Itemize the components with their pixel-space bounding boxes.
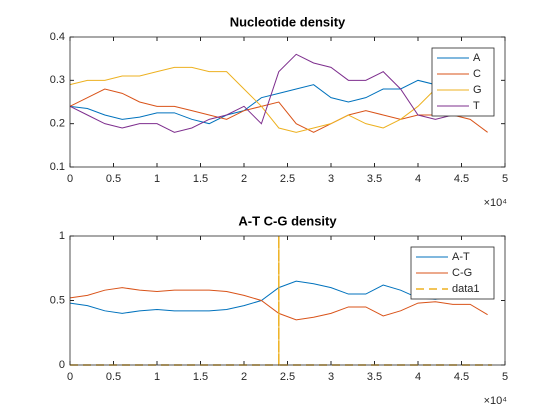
- line-series: [69, 53, 488, 133]
- x-multiplier: ×10⁴: [484, 395, 508, 407]
- axes-box: [69, 235, 506, 366]
- x-tick-label: 0.5: [106, 173, 121, 185]
- x-tick-label: 3: [328, 173, 334, 185]
- y-tick-label: 0.3: [50, 74, 65, 86]
- x-tick-label: 0: [67, 371, 73, 383]
- x-tick-label: 1: [154, 371, 160, 383]
- x-tick-label: 4: [415, 173, 421, 185]
- legend-label: A: [473, 52, 481, 64]
- x-tick-label: 3.5: [367, 173, 382, 185]
- legend-label: C: [473, 68, 481, 80]
- legend-label: T: [473, 100, 480, 112]
- x-tick-label: 0: [67, 173, 73, 185]
- y-tick-label: 0.1: [50, 161, 65, 173]
- x-tick-label: 1: [154, 173, 160, 185]
- x-tick-label: 1.5: [193, 173, 208, 185]
- y-tick-label: 0.2: [50, 118, 65, 130]
- y-tick-label: 0.4: [50, 31, 65, 43]
- x-tick-label: 0.5: [106, 371, 121, 383]
- x-tick-label: 2: [241, 173, 247, 185]
- x-tick-label: 3.5: [367, 371, 382, 383]
- legend-label: data1: [452, 283, 480, 295]
- x-tick-label: 2: [241, 371, 247, 383]
- x-tick-label: 5: [502, 173, 508, 185]
- x-tick-label: 2.5: [280, 173, 295, 185]
- axes-box: [69, 36, 506, 168]
- legend: [431, 47, 495, 117]
- x-tick-label: 4.5: [454, 371, 469, 383]
- line-series: [69, 66, 488, 133]
- x-tick-label: 3: [328, 371, 334, 383]
- x-tick-label: 4.5: [454, 173, 469, 185]
- chart-title: A-T C-G density: [238, 213, 337, 228]
- legend-label: A-T: [452, 251, 470, 263]
- y-tick-label: 0.5: [50, 294, 65, 306]
- x-multiplier: ×10⁴: [484, 197, 508, 209]
- y-tick-label: 1: [59, 230, 65, 242]
- legend-label: C-G: [452, 267, 472, 279]
- x-tick-label: 5: [502, 371, 508, 383]
- x-tick-label: 2.5: [280, 371, 295, 383]
- y-tick-label: 0: [59, 359, 65, 371]
- x-tick-label: 1.5: [193, 371, 208, 383]
- legend-label: G: [473, 84, 482, 96]
- x-tick-label: 4: [415, 371, 421, 383]
- chart-title: Nucleotide density: [230, 14, 346, 29]
- line-series: [69, 75, 488, 125]
